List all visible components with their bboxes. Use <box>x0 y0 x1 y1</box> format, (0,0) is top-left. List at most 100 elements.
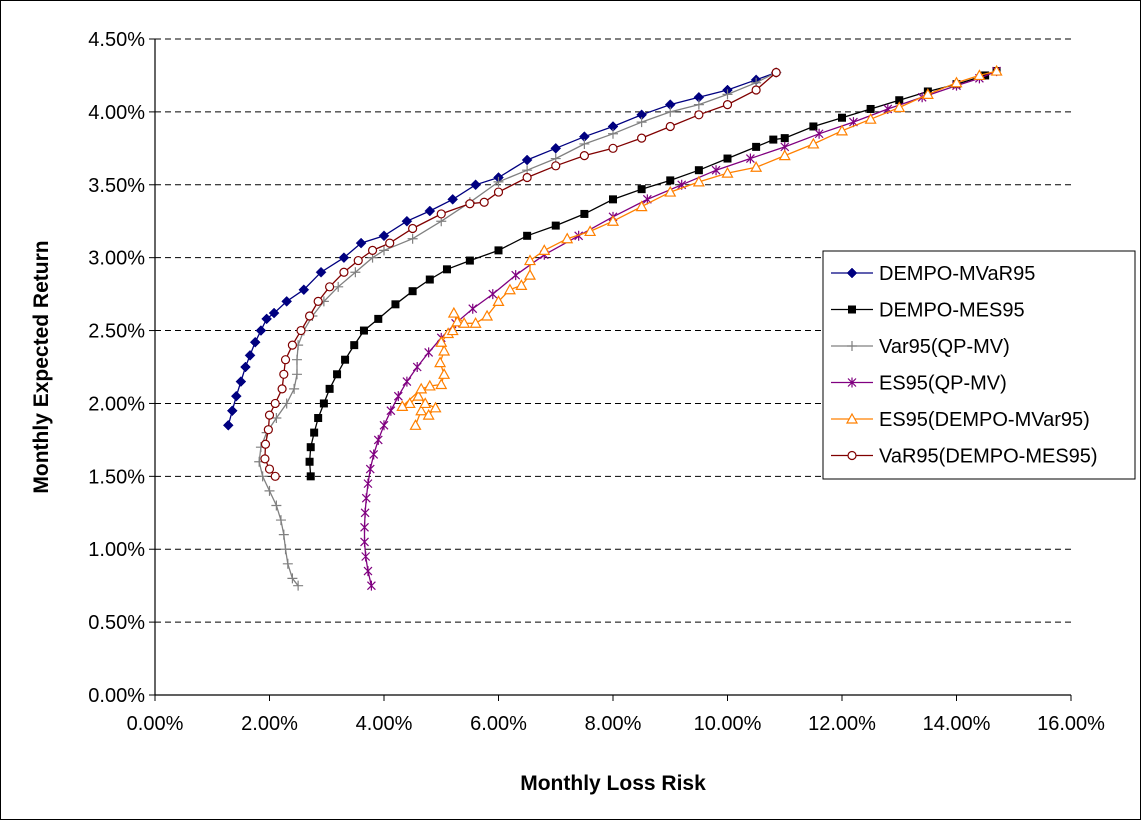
series-0-point-6 <box>249 336 261 348</box>
legend-swatch-marker-5 <box>847 450 857 461</box>
series-4-point-0 <box>409 419 422 430</box>
series-2-point-31 <box>579 138 590 149</box>
series-0-point-10 <box>281 296 293 307</box>
series-4-point-36 <box>778 149 791 161</box>
series-5-point-19 <box>408 223 418 234</box>
series-5-point-21 <box>465 199 475 209</box>
series-2-point-25 <box>407 233 418 244</box>
series-2-point-13 <box>281 398 292 409</box>
series-3-point-23 <box>574 230 584 241</box>
series-5-point-9 <box>280 355 291 365</box>
series-1-point-24 <box>694 166 703 175</box>
series-1-point-25 <box>723 154 732 163</box>
series-5-point-26 <box>579 151 589 161</box>
series-3-point-30 <box>814 128 824 139</box>
series-1-point-5 <box>319 399 328 408</box>
series-2-point-35 <box>693 99 704 110</box>
series-1-point-31 <box>866 104 875 113</box>
series-3-point-9 <box>369 449 379 460</box>
series-0-point-12 <box>315 266 327 278</box>
legend-label-3: ES95(QP-MV) <box>879 373 1007 395</box>
series-5-point-16 <box>353 255 363 266</box>
series-1-point-0 <box>306 472 315 481</box>
series-4 <box>396 64 1003 430</box>
series-1-point-12 <box>391 300 400 309</box>
series-2-point-14 <box>289 383 300 394</box>
series-3-point-28 <box>745 153 755 164</box>
series-4-point-8 <box>415 382 428 394</box>
y-tick-label-4: 2.00% <box>88 393 145 415</box>
series-4-point-14 <box>435 335 448 347</box>
legend: DEMPO-MVaR95 DEMPO-MES95 Var95(QP-MV) ES95(… <box>822 250 1136 480</box>
series-0-point-16 <box>401 215 413 227</box>
y-tick-label-5: 2.50% <box>88 321 145 343</box>
series-4-point-26 <box>523 254 537 266</box>
series-0-point-9 <box>268 307 280 319</box>
x-tick-label-2: 4.00% <box>356 713 413 735</box>
series-5-point-18 <box>385 238 395 248</box>
series-1-point-4 <box>314 414 323 423</box>
series-5-line <box>264 72 777 477</box>
series-1-point-27 <box>769 135 778 144</box>
x-tick-label-3: 6.00% <box>470 713 527 735</box>
series-4-point-10 <box>435 378 448 390</box>
series-1-point-32 <box>895 96 904 105</box>
series-4-point-37 <box>807 137 820 149</box>
series-2-point-28 <box>493 176 504 187</box>
series-1-point-15 <box>442 265 451 274</box>
series-3-point-4 <box>360 522 369 533</box>
series-4-point-28 <box>561 232 574 244</box>
series-2-point-24 <box>379 245 389 256</box>
series-2-point-4 <box>278 529 289 540</box>
series-3-point-27 <box>711 165 721 176</box>
series-4-point-33 <box>692 175 705 187</box>
series-4-point-1 <box>415 404 428 416</box>
series-4-point-44 <box>990 64 1003 76</box>
series-5-point-17 <box>367 245 378 255</box>
y-tick-label-3: 1.50% <box>88 466 145 488</box>
series-0-point-22 <box>550 142 562 154</box>
y-tick-label-2: 1.00% <box>88 539 145 561</box>
series-5-point-12 <box>304 311 315 321</box>
series-4-point-40 <box>893 101 906 113</box>
series-3-point-15 <box>412 362 422 372</box>
series-5-point-25 <box>551 161 561 171</box>
series-5-point-8 <box>279 369 289 379</box>
series-2-point-8 <box>257 471 268 482</box>
legend-label-4: ES95(DEMPO-MVar95) <box>879 409 1090 431</box>
series-1-point-20 <box>580 209 589 218</box>
series-1-point-26 <box>752 142 761 151</box>
series-5-point-3 <box>260 439 271 449</box>
series-5-point-10 <box>287 340 297 350</box>
series-2-point-0 <box>293 580 304 591</box>
series-3-point-7 <box>363 478 373 489</box>
series-2-point-6 <box>271 500 282 511</box>
series-3-point-5 <box>360 507 370 518</box>
series-1-point-18 <box>523 231 532 240</box>
series-4-point-31 <box>635 200 648 212</box>
series-4-point-11 <box>438 368 451 379</box>
series-4-point-30 <box>606 214 620 226</box>
series-4-point-16 <box>446 324 459 336</box>
series-4-point-4 <box>419 397 432 409</box>
series-3-point-3 <box>360 536 369 547</box>
series-4-point-19 <box>458 317 471 328</box>
series-0-point-7 <box>255 325 267 336</box>
series-5-point-15 <box>339 267 349 277</box>
series-0-point-1 <box>226 405 238 417</box>
series-5-point-6 <box>270 398 280 409</box>
series-0-point-18 <box>447 194 459 205</box>
series-2-point-21 <box>333 281 344 292</box>
series-1-point-14 <box>425 275 434 284</box>
legend-label-0: DEMPO-MVaR95 <box>879 263 1035 285</box>
y-tick-label-9: 4.50% <box>88 29 145 51</box>
series-4-point-12 <box>434 356 447 368</box>
legend-label-2: Var95(QP-MV) <box>879 336 1010 358</box>
series-layer <box>222 64 1003 591</box>
series-1-point-2 <box>306 443 315 452</box>
y-tick-label-1: 0.50% <box>88 612 145 634</box>
series-2-point-22 <box>350 267 361 278</box>
series-1-point-10 <box>359 326 368 335</box>
series-5-point-22 <box>479 197 489 207</box>
